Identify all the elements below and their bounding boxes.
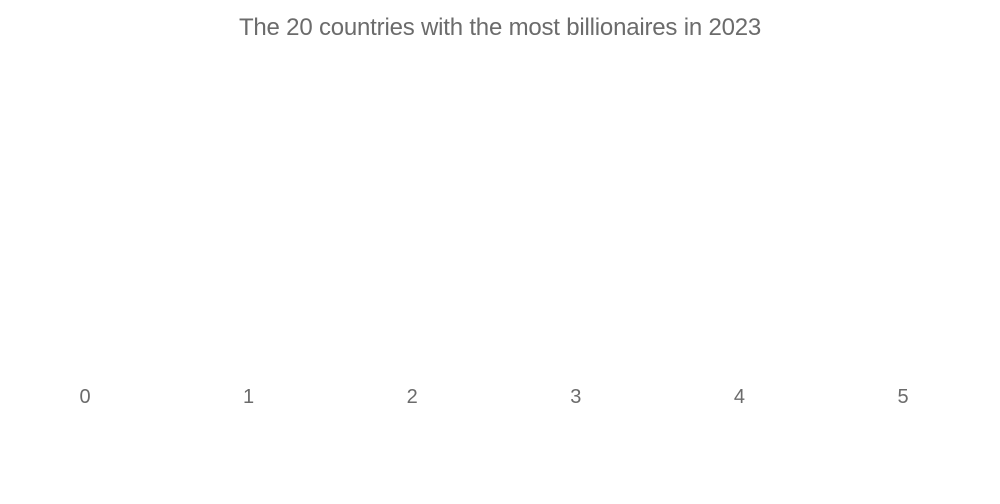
chart-title: The 20 countries with the most billionai… xyxy=(238,14,762,41)
x-tick-label: 0 xyxy=(79,386,90,408)
x-tick-label: 4 xyxy=(734,386,745,408)
x-tick-label: 2 xyxy=(407,386,418,408)
x-axis: 0 1 2 3 4 5 xyxy=(79,386,908,408)
x-tick-label: 3 xyxy=(570,386,581,408)
x-tick-label: 5 xyxy=(897,386,908,408)
x-tick-label: 1 xyxy=(243,386,254,408)
